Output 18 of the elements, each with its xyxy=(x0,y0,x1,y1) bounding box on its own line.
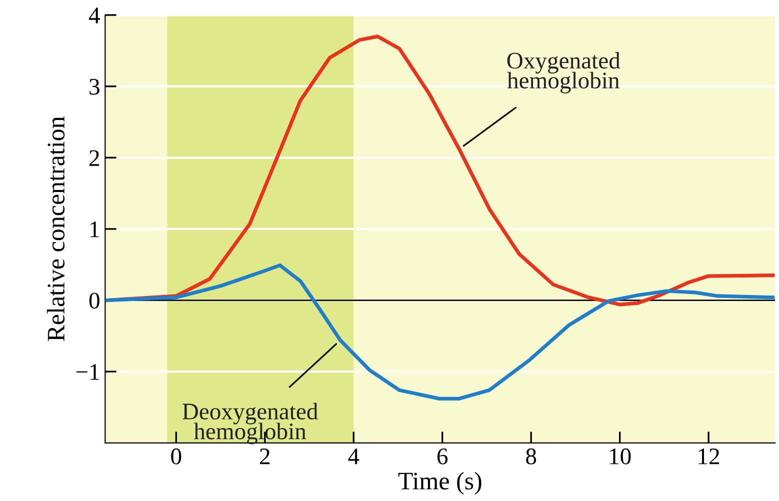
x-tick-label: 8 xyxy=(526,448,536,464)
y-tick-label: 1 xyxy=(90,222,99,238)
x-tick-label: 2 xyxy=(260,448,270,464)
y-tick-label: 2 xyxy=(90,150,99,166)
x-tick-label: 10 xyxy=(610,448,631,464)
x-axis-title: Time (s) xyxy=(398,472,482,495)
y-tick-label: 3 xyxy=(90,78,100,95)
text: Deoxygenated hemoglobin xyxy=(182,402,318,444)
y-tick-label: 0 xyxy=(89,292,100,309)
line-series xyxy=(106,264,775,400)
x-tick-label: 0 xyxy=(171,448,182,464)
x-tick-label: 12 xyxy=(698,448,720,464)
x-tick-label: 6 xyxy=(437,448,448,464)
y-tick-label: −1 xyxy=(76,364,99,380)
y-tick-label: 4 xyxy=(88,8,100,24)
text: Oxygenated hemoglobin xyxy=(507,52,620,94)
y-axis-title: Relative concentration xyxy=(46,116,65,342)
x-tick-label: 4 xyxy=(348,448,360,464)
